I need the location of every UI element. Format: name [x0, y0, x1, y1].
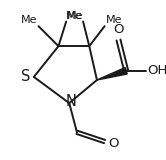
Text: Me: Me	[67, 11, 83, 21]
Text: Me: Me	[20, 15, 37, 25]
Text: N: N	[65, 94, 76, 109]
Text: Me: Me	[66, 11, 82, 21]
Text: O: O	[113, 23, 124, 36]
Text: O: O	[109, 137, 119, 150]
Text: OH: OH	[147, 64, 166, 77]
Polygon shape	[97, 68, 127, 80]
Text: S: S	[21, 69, 31, 84]
Text: Me: Me	[106, 15, 123, 25]
